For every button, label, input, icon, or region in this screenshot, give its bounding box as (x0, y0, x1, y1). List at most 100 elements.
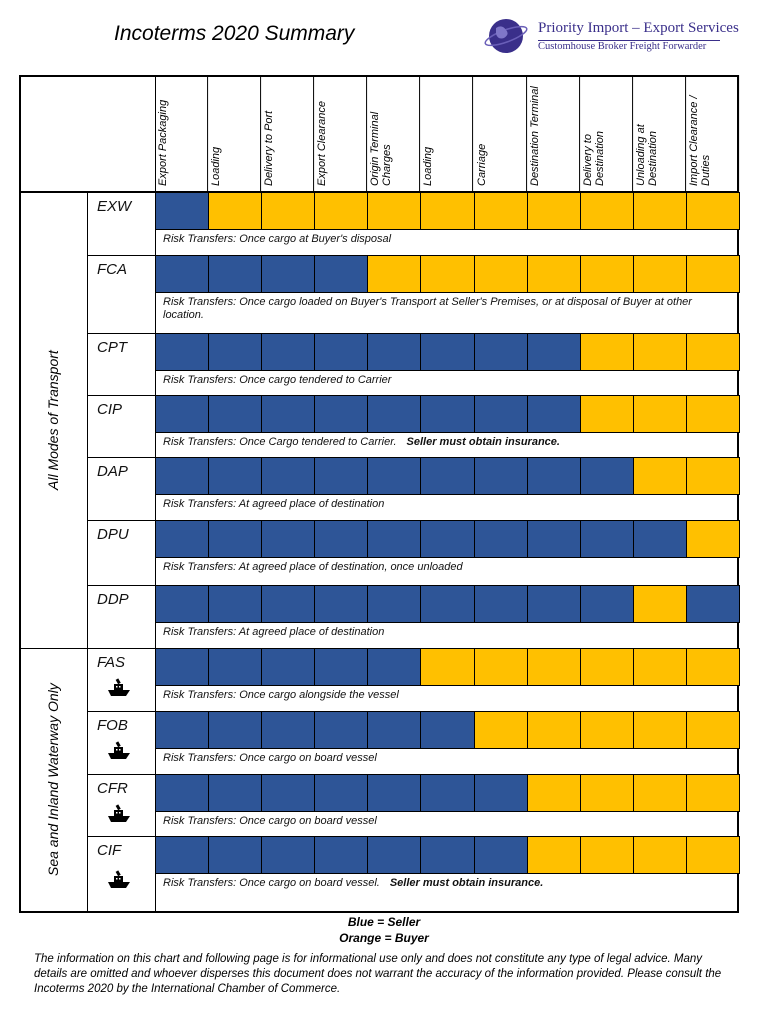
responsibility-cell (367, 836, 422, 874)
responsibility-cell (685, 333, 740, 371)
responsibility-cell (208, 648, 263, 686)
responsibility-cell (367, 395, 422, 433)
responsibility-cell (155, 836, 210, 874)
responsibility-cell (579, 836, 634, 874)
column-header: Carriage (473, 75, 527, 192)
responsibility-cell (314, 333, 369, 371)
column-header: Delivery to Destination (579, 75, 633, 192)
risk-transfer: Risk Transfers: At agreed place of desti… (155, 622, 739, 648)
responsibility-cell (261, 711, 316, 749)
responsibility-cell (155, 192, 210, 230)
incoterm-code: FOB (97, 717, 128, 734)
responsibility-cell (261, 520, 316, 558)
responsibility-cell (314, 585, 369, 623)
responsibility-cell (473, 585, 528, 623)
responsibility-cell (420, 711, 475, 749)
responsibility-cell (261, 585, 316, 623)
responsibility-cell (473, 457, 528, 495)
company-name: Priority Import – Export Services (538, 20, 739, 36)
responsibility-cell (685, 648, 740, 686)
responsibility-cell (526, 192, 581, 230)
responsibility-cell (261, 192, 316, 230)
responsibility-cell (420, 192, 475, 230)
legend-buyer: Orange = Buyer (339, 931, 429, 945)
responsibility-cell (367, 520, 422, 558)
responsibility-cell (579, 585, 634, 623)
responsibility-cell (420, 255, 475, 293)
risk-note: Seller must obtain insurance. (406, 436, 560, 448)
responsibility-cell (473, 711, 528, 749)
incoterm-code: EXW (97, 198, 132, 215)
risk-transfer: Risk Transfers: Once cargo on board vess… (155, 748, 739, 774)
incoterm-code: DAP (97, 463, 128, 480)
responsibility-cell (526, 836, 581, 874)
responsibility-cell (314, 192, 369, 230)
ship-icon (108, 870, 130, 888)
risk-text: Risk Transfers: Once Cargo tendered to C… (163, 436, 397, 448)
responsibility-cell (208, 585, 263, 623)
responsibility-cell (314, 648, 369, 686)
responsibility-cell (526, 333, 581, 371)
responsibility-cell (155, 255, 210, 293)
responsibility-cell (579, 774, 634, 812)
responsibility-cell (685, 585, 740, 623)
responsibility-cell (685, 520, 740, 558)
risk-text: Risk Transfers: At agreed place of desti… (163, 626, 385, 638)
incoterm-code: CIP (97, 401, 123, 418)
responsibility-cell (632, 255, 687, 293)
incoterm-code: CIF (97, 842, 122, 859)
responsibility-cell (314, 255, 369, 293)
responsibility-cell (473, 774, 528, 812)
risk-transfer: Risk Transfers: At agreed place of desti… (155, 557, 739, 585)
responsibility-cell (367, 585, 422, 623)
legend-seller: Blue = Seller (347, 915, 421, 929)
responsibility-cell (261, 457, 316, 495)
responsibility-cell (261, 774, 316, 812)
responsibility-cell (155, 395, 210, 433)
risk-text: Risk Transfers: At agreed place of desti… (163, 561, 463, 573)
column-header: Delivery to Port (261, 75, 315, 192)
responsibility-cell (314, 520, 369, 558)
risk-transfer: Risk Transfers: Once cargo on board vess… (155, 811, 739, 836)
responsibility-cell (579, 192, 634, 230)
responsibility-cell (314, 836, 369, 874)
responsibility-cell (579, 395, 634, 433)
responsibility-cell (420, 520, 475, 558)
risk-transfer: Risk Transfers: Once cargo on board vess… (155, 873, 739, 912)
responsibility-cell (314, 711, 369, 749)
responsibility-cell (314, 457, 369, 495)
responsibility-cell (261, 836, 316, 874)
responsibility-cell (208, 395, 263, 433)
responsibility-cell (367, 333, 422, 371)
responsibility-cell (155, 774, 210, 812)
responsibility-cell (526, 648, 581, 686)
responsibility-cell (155, 648, 210, 686)
responsibility-cell (367, 457, 422, 495)
risk-text: Risk Transfers: Once cargo tendered to C… (163, 374, 392, 386)
responsibility-cell (367, 192, 422, 230)
responsibility-cell (632, 648, 687, 686)
risk-transfer: Risk Transfers: Once cargo loaded on Buy… (155, 292, 739, 333)
responsibility-cell (526, 711, 581, 749)
responsibility-cell (261, 255, 316, 293)
responsibility-cell (473, 255, 528, 293)
responsibility-cell (208, 520, 263, 558)
column-header: Unloading at Destination (632, 75, 686, 192)
responsibility-cell (526, 255, 581, 293)
risk-transfer: Risk Transfers: Once cargo tendered to C… (155, 370, 739, 395)
responsibility-cell (208, 711, 263, 749)
column-header: Origin Terminal Charges (367, 75, 421, 192)
responsibility-cell (367, 711, 422, 749)
incoterm-code: CFR (97, 780, 128, 797)
responsibility-cell (208, 836, 263, 874)
responsibility-cell (155, 585, 210, 623)
responsibility-cell (632, 520, 687, 558)
responsibility-cell (420, 585, 475, 623)
responsibility-cell (685, 774, 740, 812)
incoterm-code: DDP (97, 591, 129, 608)
responsibility-cell (685, 457, 740, 495)
responsibility-cell (685, 192, 740, 230)
responsibility-cell (473, 333, 528, 371)
responsibility-cell (579, 520, 634, 558)
column-header: Export Clearance (314, 75, 368, 192)
